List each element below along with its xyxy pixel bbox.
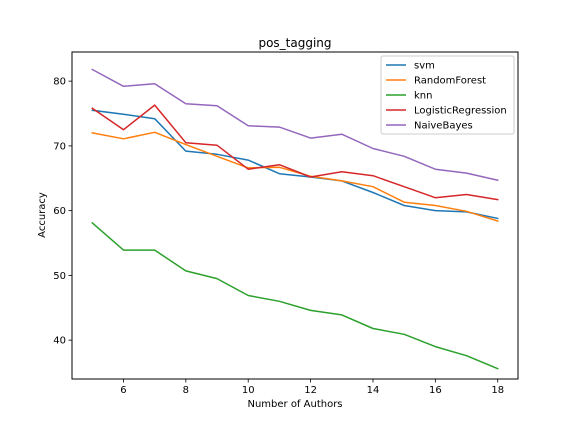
legend: svm RandomForest knn LogisticRegression Naiv… bbox=[380, 55, 515, 135]
x-tick-label: 12 bbox=[304, 385, 317, 396]
plot-frame bbox=[71, 51, 519, 380]
series-line-knn bbox=[91, 221, 499, 370]
y-tick-label: 70 bbox=[53, 141, 66, 152]
x-tick-label: 16 bbox=[429, 385, 442, 396]
x-tick-label: 10 bbox=[242, 385, 255, 396]
y-axis: 40 50 60 70 80 bbox=[53, 77, 72, 347]
y-tick-label: 60 bbox=[53, 206, 66, 217]
x-axis: 6 8 10 12 14 16 18 bbox=[120, 379, 504, 396]
series-line-svm bbox=[91, 109, 499, 220]
legend-frame bbox=[380, 55, 515, 135]
y-tick-label: 50 bbox=[53, 271, 66, 282]
series-line-randomforest bbox=[91, 131, 499, 222]
y-tick-label: 40 bbox=[53, 336, 66, 347]
plot-lines bbox=[91, 68, 499, 370]
x-tick-label: 8 bbox=[183, 385, 189, 396]
legend-label: RandomForest bbox=[414, 76, 486, 87]
series-line-logisticregression bbox=[91, 104, 499, 201]
x-tick-label: 18 bbox=[491, 385, 504, 396]
chart-title: pos_tagging bbox=[258, 36, 331, 50]
y-tick-label: 80 bbox=[53, 77, 66, 88]
legend-label: NaiveBayes bbox=[414, 121, 473, 132]
legend-label: knn bbox=[414, 91, 432, 102]
x-tick-label: 14 bbox=[367, 385, 380, 396]
legend-label: LogisticRegression bbox=[414, 106, 507, 117]
series-line-naivebayes bbox=[91, 68, 499, 182]
x-axis-label: Number of Authors bbox=[247, 399, 342, 410]
x-tick-label: 6 bbox=[120, 385, 126, 396]
legend-label: svm bbox=[414, 61, 435, 72]
y-axis-label: Accuracy bbox=[37, 192, 48, 238]
